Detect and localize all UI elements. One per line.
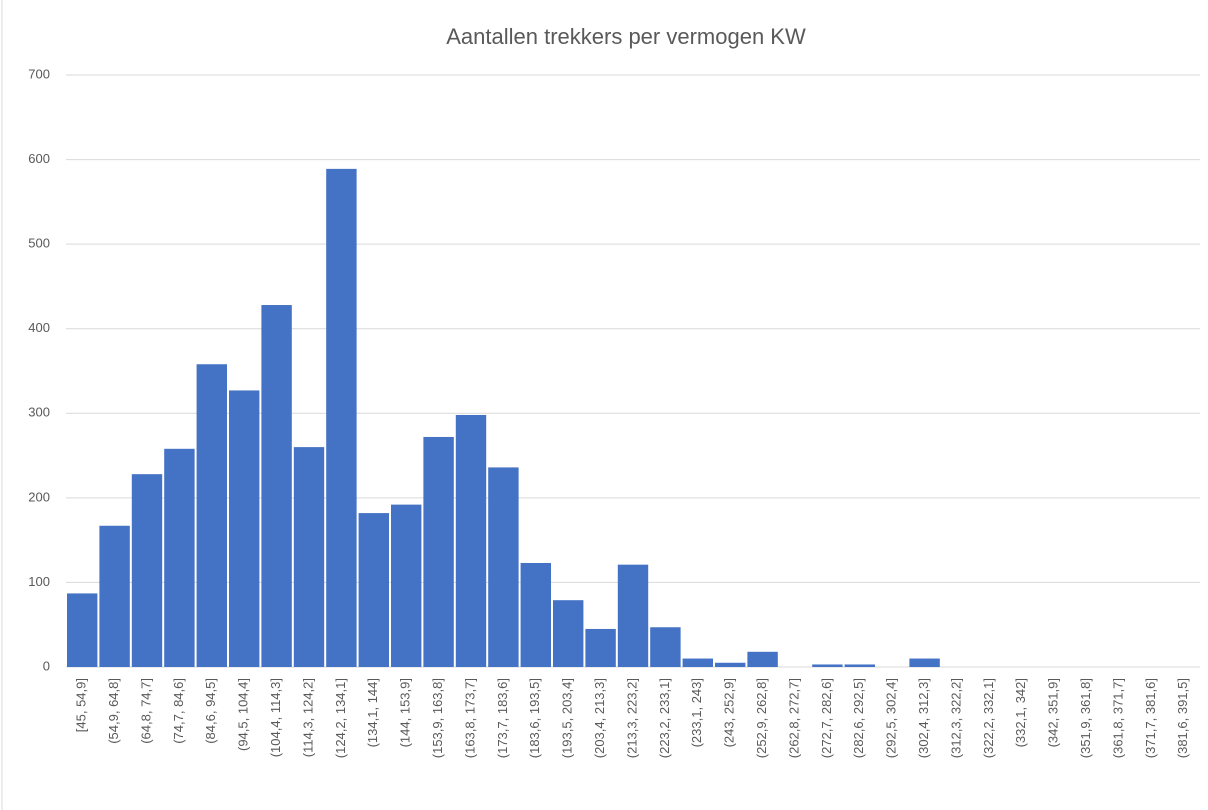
x-tick-label: (213,3, 223,2] [624,678,639,758]
x-tick-label: (223,2, 233,1] [657,678,672,758]
bar [423,436,454,667]
x-tick-label: (292,5, 302,4] [884,678,899,758]
bar [358,513,389,667]
bar [99,525,130,667]
x-tick-label: (153,9, 163,8] [430,678,445,758]
bar [293,447,325,667]
x-tick-label: (322,2, 332,1] [981,678,996,758]
bar [67,593,98,667]
x-tick-label: (134,1, 144] [365,678,380,747]
bar [617,564,649,667]
y-tick-label: 200 [28,489,50,504]
bar [455,414,487,667]
x-tick-label: (361,8, 371,7] [1110,678,1125,758]
bar [326,168,357,668]
y-tick-label: 0 [43,658,50,673]
x-tick-label: (272,7, 282,6] [819,678,834,758]
bar [909,658,940,667]
bar [520,562,551,667]
bar [682,658,713,667]
x-tick-label: (144, 153,9] [398,678,413,747]
bar [261,305,292,667]
x-tick-label: (94,5, 104,4] [236,678,251,751]
x-tick-label: (243, 252,9] [722,678,737,747]
x-tick-label: (203,4, 213,3] [592,678,607,758]
bar [229,390,260,667]
x-tick-label: (114,3, 124,2] [300,678,315,757]
x-tick-label: (381,6, 391,5] [1175,678,1190,758]
x-tick-label: (342, 351,9] [1046,678,1061,747]
bar [164,448,195,667]
y-tick-label: 500 [28,236,50,251]
x-tick-label: (233,1, 243] [689,678,704,747]
y-tick-label: 600 [28,151,50,166]
x-tick-label: (183,6, 193,5] [527,678,542,758]
x-tick-label: (282,6, 292,5] [851,678,866,758]
bar [812,664,843,667]
bar [715,662,746,667]
x-tick-label: (262,8, 272,7] [786,678,801,758]
bar [488,467,519,667]
x-tick-label: (371,7, 381,6] [1143,678,1158,758]
y-tick-label: 400 [28,320,50,335]
x-tick-label: (351,9, 361,8] [1078,678,1093,758]
bar [391,504,422,667]
bar [585,628,616,667]
x-tick-label: (332,1, 342] [1013,678,1028,747]
x-tick-label: (74,7, 84,6] [171,678,186,744]
bar [196,364,227,667]
x-tick-label: (193,5, 203,4] [560,678,575,758]
x-tick-label: (104,4, 114,3] [268,678,283,757]
y-tick-label: 100 [28,574,50,589]
chart-title: Aantallen trekkers per vermogen KW [446,24,806,49]
bar [553,600,584,667]
x-tick-label: (312,3, 322,2] [948,678,963,758]
bar [747,651,778,667]
y-tick-label: 700 [28,66,50,81]
x-tick-label: (302,4, 312,3] [916,678,931,758]
x-tick-label: (252,9, 262,8] [754,678,769,758]
x-tick-label: [45, 54,9] [74,678,89,732]
x-tick-label: (64,8, 74,7] [138,678,153,744]
x-tick-label: (163,8, 173,7] [462,678,477,758]
y-tick-label: 300 [28,405,50,420]
bar [650,627,681,667]
x-tick-label: (54,9, 64,8] [106,678,121,744]
x-tick-label: (124,2, 134,1] [333,678,348,758]
bar [844,664,875,667]
bar [131,474,163,667]
x-tick-label: (173,7, 183,6] [495,678,510,758]
x-tick-label: (84,6, 94,5] [203,678,218,744]
